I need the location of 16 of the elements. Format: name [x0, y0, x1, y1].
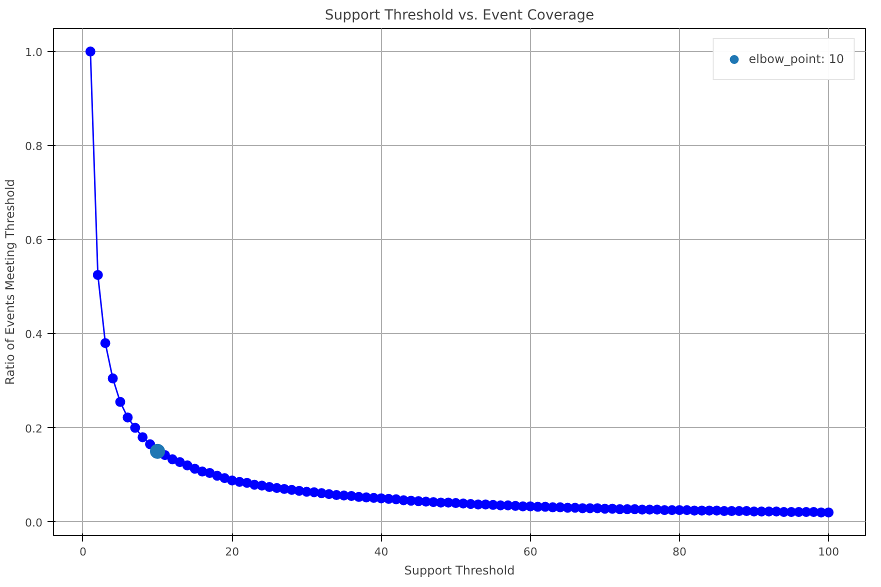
- chart-title: Support Threshold vs. Event Coverage: [324, 8, 594, 24]
- y-tick-label: 0.2: [25, 422, 43, 436]
- x-tick-label: 0: [79, 546, 86, 558]
- x-tick-label: 100: [818, 546, 840, 558]
- y-tick-label: 0.6: [25, 234, 43, 248]
- y-axis-title: Ratio of Events Meeting Threshold: [3, 179, 18, 385]
- y-tick-label: 0.0: [25, 516, 43, 530]
- y-tick-label: 1.0: [25, 46, 43, 60]
- y-tick-label: 0.8: [25, 140, 43, 154]
- x-tick-label: 80: [672, 546, 686, 558]
- x-tick-label: 60: [523, 546, 538, 558]
- y-tick-label: 0.4: [25, 328, 43, 342]
- x-axis-title: Support Threshold: [404, 564, 515, 578]
- x-tick-label: 20: [225, 546, 240, 558]
- legend-label: elbow_point: 10: [748, 52, 844, 66]
- x-tick-label: 40: [374, 546, 388, 558]
